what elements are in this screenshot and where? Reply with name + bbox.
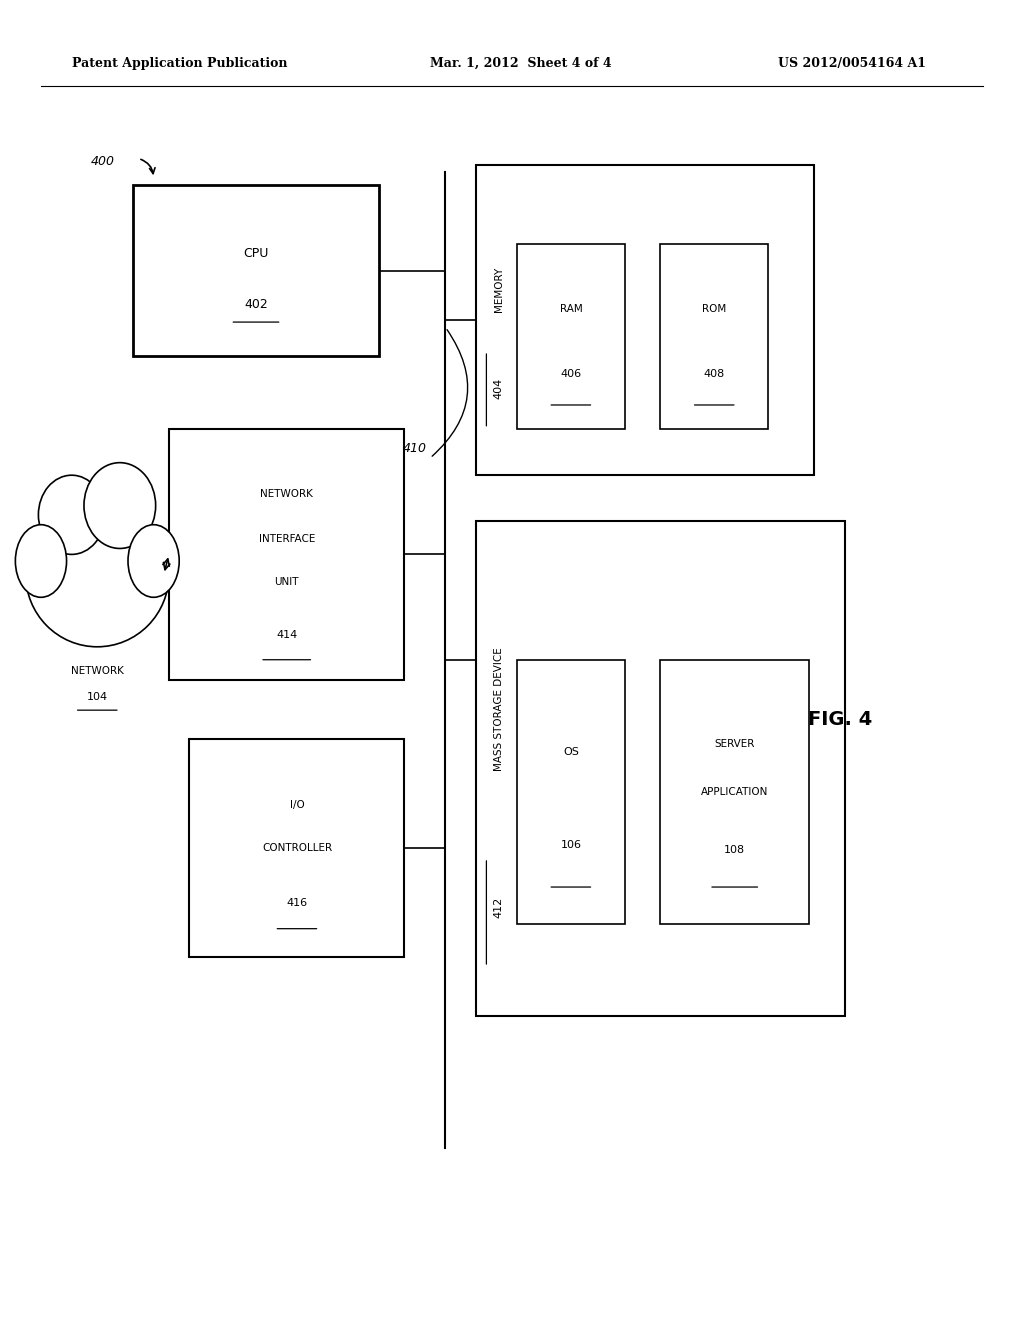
Text: SERVER: SERVER — [715, 739, 755, 750]
Ellipse shape — [26, 502, 169, 647]
Text: CPU: CPU — [244, 247, 268, 260]
Text: CONTROLLER: CONTROLLER — [262, 843, 332, 853]
Text: MEMORY: MEMORY — [494, 267, 504, 312]
Text: UNIT: UNIT — [274, 577, 299, 587]
Text: 406: 406 — [560, 368, 582, 379]
Text: 416: 416 — [287, 898, 307, 908]
Text: RAM: RAM — [559, 304, 583, 314]
Text: APPLICATION: APPLICATION — [701, 787, 768, 797]
Bar — [133, 185, 379, 356]
Text: 410: 410 — [402, 442, 427, 455]
Ellipse shape — [84, 463, 156, 549]
Bar — [517, 660, 625, 924]
Text: Mar. 1, 2012  Sheet 4 of 4: Mar. 1, 2012 Sheet 4 of 4 — [430, 57, 611, 70]
Text: ROM: ROM — [702, 304, 726, 314]
Ellipse shape — [15, 525, 67, 598]
Bar — [660, 660, 809, 924]
Text: 104: 104 — [87, 692, 108, 702]
Text: OS: OS — [563, 747, 579, 758]
Text: I/O: I/O — [290, 800, 304, 809]
Text: 408: 408 — [703, 368, 725, 379]
Text: Patent Application Publication: Patent Application Publication — [72, 57, 287, 70]
Text: NETWORK: NETWORK — [260, 490, 313, 499]
Text: 106: 106 — [560, 840, 582, 850]
Bar — [517, 244, 625, 429]
Bar — [476, 521, 845, 1016]
Text: US 2012/0054164 A1: US 2012/0054164 A1 — [778, 57, 927, 70]
Text: 404: 404 — [494, 378, 504, 399]
Text: NETWORK: NETWORK — [71, 665, 124, 676]
Text: 108: 108 — [724, 845, 745, 855]
Text: 402: 402 — [244, 298, 268, 312]
Ellipse shape — [39, 475, 105, 554]
Ellipse shape — [128, 525, 179, 598]
Text: MASS STORAGE DEVICE: MASS STORAGE DEVICE — [494, 648, 504, 771]
Bar — [476, 165, 814, 475]
Text: INTERFACE: INTERFACE — [258, 535, 315, 544]
Text: 400: 400 — [90, 154, 115, 168]
Text: 412: 412 — [494, 896, 504, 919]
Bar — [169, 429, 404, 680]
Bar — [660, 244, 768, 429]
Text: 414: 414 — [276, 630, 297, 640]
Bar — [189, 739, 404, 957]
Text: FIG. 4: FIG. 4 — [808, 710, 871, 729]
